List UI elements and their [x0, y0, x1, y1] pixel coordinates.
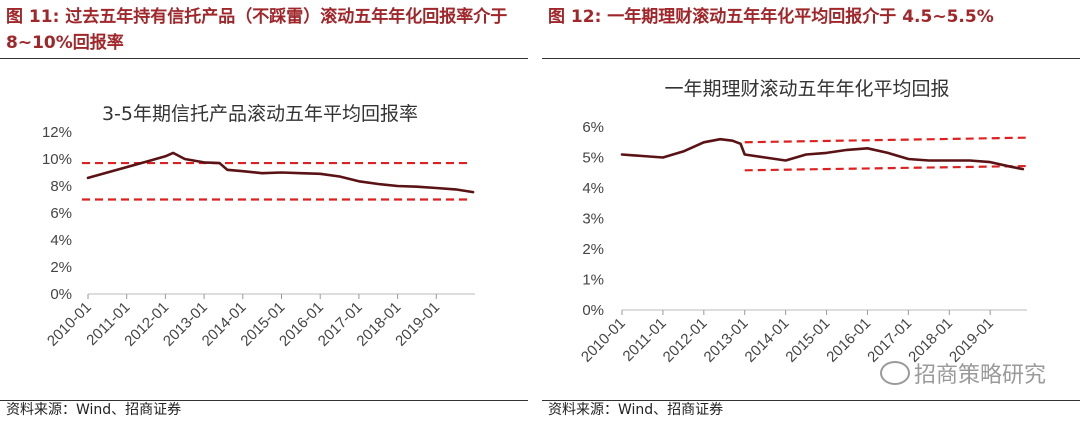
figure-12-source: 资料来源：Wind、招商证券: [548, 402, 724, 418]
y-tick-label: 0%: [582, 302, 604, 319]
figure-11-label: 图 11:: [6, 7, 60, 27]
figure-11-top-rule: [0, 58, 528, 59]
figure-12-label: 图 12:: [548, 7, 602, 27]
y-tick-label: 4%: [582, 180, 604, 197]
y-tick-label: 1%: [582, 272, 604, 289]
x-tick-label: 2010-01: [578, 315, 629, 366]
figure-12-bottom-rule: [542, 400, 1080, 401]
chart-title: 3-5年期信托产品滚动五年平均回报率: [102, 103, 418, 125]
reference-line: [744, 164, 1028, 172]
series-line: [620, 137, 1025, 171]
figure-11-caption: 过去五年持有信托产品（不踩雷）滚动五年年化回报率介于 8~10%回报率: [6, 7, 508, 53]
y-tick-label: 6%: [582, 119, 604, 136]
y-tick-label: 10%: [42, 151, 72, 168]
figure-11-bottom-rule: [0, 400, 528, 401]
figure-11-source: 资料来源：Wind、招商证券: [6, 402, 182, 418]
y-tick-label: 0%: [50, 286, 72, 303]
y-tick-label: 6%: [50, 205, 72, 222]
x-tick-label: 2013-01: [701, 315, 752, 366]
y-tick-label: 5%: [582, 150, 604, 167]
x-tick-label: 2016-01: [823, 315, 874, 366]
figure-12-top-rule: [542, 58, 1080, 59]
watermark: 招商策略研究: [879, 357, 1046, 389]
figure-11-title: 图 11: 过去五年持有信托产品（不踩雷）滚动五年年化回报率介于 8~10%回报…: [6, 4, 524, 56]
x-tick-label: 2012-01: [660, 315, 711, 366]
chart-title: 一年期理财滚动五年年化平均回报: [664, 78, 949, 100]
figure-11-panel: 图 11: 过去五年持有信托产品（不踩雷）滚动五年年化回报率介于 8~10%回报…: [0, 0, 528, 423]
figure-12-title: 图 12: 一年期理财滚动五年年化平均回报介于 4.5~5.5%: [548, 4, 1076, 30]
figure-12-panel: 图 12: 一年期理财滚动五年年化平均回报介于 4.5~5.5% 一年期理财滚动…: [542, 0, 1080, 423]
x-tick-label: 2014-01: [742, 315, 793, 366]
y-tick-label: 8%: [50, 178, 72, 195]
y-tick-label: 4%: [50, 232, 72, 249]
figure-12-caption: 一年期理财滚动五年年化平均回报介于 4.5~5.5%: [607, 7, 994, 27]
y-tick-label: 2%: [582, 241, 604, 258]
y-tick-label: 12%: [42, 124, 72, 141]
y-tick-label: 3%: [582, 211, 604, 228]
series-line: [86, 151, 475, 194]
chart-trust-returns: 3-5年期信托产品滚动五年平均回报率0%2%4%6%8%10%12%2010-0…: [42, 103, 475, 350]
x-tick-label: 2015-01: [782, 315, 833, 366]
y-tick-label: 2%: [50, 259, 72, 276]
watermark-text: 招商策略研究: [913, 363, 1046, 388]
chart-wealth-mgmt-returns: 一年期理财滚动五年年化平均回报0%1%2%3%4%5%6%2010-012011…: [578, 78, 1028, 366]
reference-line: [744, 136, 1028, 144]
wechat-icon: [879, 361, 910, 385]
